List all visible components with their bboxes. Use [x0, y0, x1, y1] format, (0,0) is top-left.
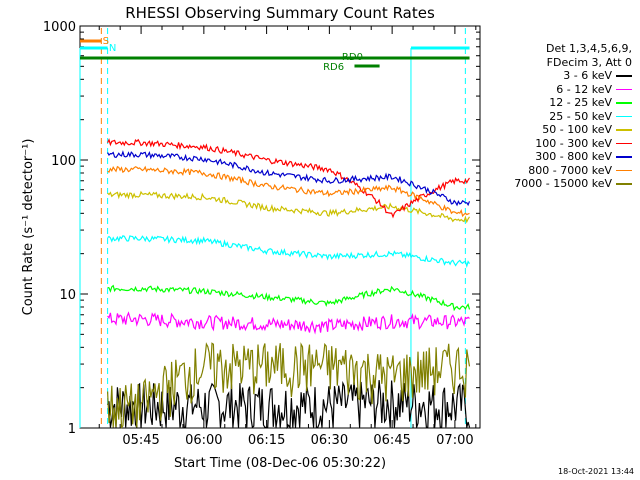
legend-label: 7000 - 15000 keV [514, 177, 612, 190]
y-tick-label: 1 [68, 422, 76, 437]
legend-label: 100 - 300 keV [535, 136, 612, 150]
legend-entry: 25 - 50 keV [472, 110, 632, 124]
legend-label: 3 - 6 keV [563, 69, 612, 82]
series-line [107, 165, 470, 218]
x-axis: 05:45 06:00 06:15 06:30 06:45 07:00 [98, 26, 477, 448]
x-tick-label: 06:45 [373, 433, 410, 448]
legend-swatch [616, 75, 632, 77]
legend: Det 1,3,4,5,6,9, FDecim 3, Att 0 3 - 6 k… [472, 42, 632, 191]
legend-label: 6 - 12 keV [556, 82, 612, 96]
flag-label: RD6 [323, 62, 344, 73]
y-tick-label: 1000 [43, 20, 76, 35]
flag-label: RD0 [342, 52, 363, 63]
legend-label: 50 - 100 keV [542, 123, 612, 136]
x-tick-label: 06:30 [311, 433, 348, 448]
legend-swatch [616, 102, 632, 104]
legend-swatch [616, 169, 632, 171]
series-line [107, 342, 471, 429]
legend-entry: 300 - 800 keV [472, 150, 632, 164]
legend-entry: 50 - 100 keV [472, 123, 632, 137]
y-axis: 1 10 100 1000 [43, 20, 480, 437]
legend-swatch [616, 183, 632, 185]
x-tick-label: 06:00 [185, 433, 222, 448]
series-layer [107, 138, 471, 430]
legend-swatch [616, 142, 632, 144]
legend-header-line-1: Det 1,3,4,5,6,9, [545, 42, 632, 55]
series-line [107, 150, 471, 207]
legend-swatch [616, 88, 632, 90]
legend-label: 25 - 50 keV [549, 109, 612, 123]
legend-entry: 100 - 300 keV [472, 137, 632, 151]
series-line [107, 284, 471, 312]
y-axis-label: Count Rate (s⁻¹ detector⁻¹) [21, 139, 36, 316]
flag-label: S [103, 36, 109, 47]
flag-label: N [109, 43, 116, 54]
legend-swatch [616, 129, 632, 131]
legend-swatch [616, 156, 632, 158]
legend-swatch [616, 115, 632, 117]
legend-label: 12 - 25 keV [549, 96, 612, 109]
chart-title: RHESSI Observing Summary Count Rates [125, 4, 435, 22]
series-line [107, 190, 471, 224]
series-line [107, 138, 470, 219]
legend-label: 300 - 800 keV [535, 150, 612, 163]
series-line [107, 311, 470, 335]
footer-date: 18-Oct-2021 13:44 [558, 467, 634, 476]
x-tick-label: 07:00 [436, 433, 473, 448]
x-tick-label: 05:45 [122, 433, 159, 448]
legend-entry: 3 - 6 keV [472, 69, 632, 83]
legend-label: 800 - 7000 keV [528, 163, 612, 177]
y-tick-label: 10 [59, 288, 76, 303]
y-tick-label: 100 [51, 154, 76, 169]
x-tick-label: 06:15 [248, 433, 285, 448]
legend-entry: 6 - 12 keV [472, 83, 632, 97]
x-axis-label: Start Time (08-Dec-06 05:30:22) [174, 456, 386, 471]
series-line [107, 234, 470, 269]
legend-entry: 800 - 7000 keV [472, 164, 632, 178]
legend-entry: 12 - 25 keV [472, 96, 632, 110]
series-line [107, 380, 471, 430]
legend-entry: 7000 - 15000 keV [472, 177, 632, 191]
legend-header-line-2: FDecim 3, Att 0 [546, 55, 632, 69]
